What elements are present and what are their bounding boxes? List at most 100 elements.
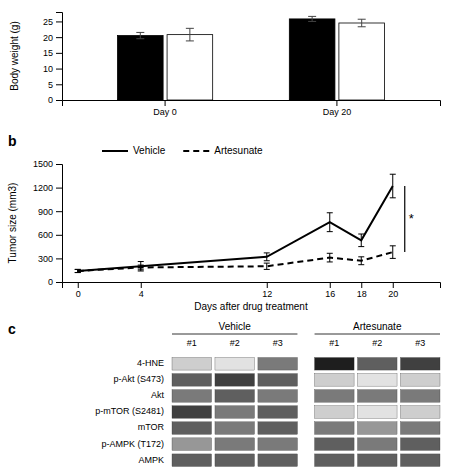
error-bar	[390, 246, 396, 259]
heatmap-cell	[400, 406, 440, 419]
heatmap-cell	[358, 358, 398, 371]
y-tick: 10	[43, 64, 62, 74]
x-tick-label: Day 0	[153, 107, 177, 117]
y-tick: 900	[38, 207, 62, 217]
heatmap-cell	[315, 438, 355, 451]
y-tick-mark	[56, 69, 62, 70]
x-tick: 16	[325, 282, 335, 299]
heatmap-cell	[258, 422, 298, 435]
error-bar	[327, 213, 333, 232]
heatmap-cell	[358, 454, 398, 467]
heatmap-cell	[215, 406, 255, 419]
error-bar	[358, 257, 364, 265]
error-bar-stem	[140, 32, 141, 38]
x-tick-label: 18	[357, 289, 367, 299]
x-tick-mark	[78, 282, 79, 288]
error-bar-cap	[138, 269, 144, 270]
bar	[339, 23, 385, 100]
heatmap-cell	[172, 454, 212, 467]
group-line	[315, 334, 440, 335]
y-tick-mark	[56, 211, 62, 212]
y-tick-label: 25	[43, 17, 53, 27]
heatmap-group: Artesunate#1#2#3	[315, 321, 440, 466]
heatmap-cell	[315, 454, 355, 467]
heatmap-panel: c4-HNEp-Akt (S473)Aktp-mTOR (S2481)mTORp…	[8, 321, 440, 466]
y-tick-mark	[56, 37, 62, 38]
x-tick: 0	[76, 282, 81, 299]
y-tick-label: 900	[38, 207, 53, 217]
error-bar-stem	[312, 16, 313, 21]
error-bar-stem	[392, 174, 393, 198]
error-bar-stem	[329, 213, 330, 232]
y-axis: 0510152025	[43, 13, 63, 106]
legend-label: Vehicle	[133, 145, 166, 156]
x-axis-line	[63, 101, 441, 107]
error-bar-cap	[264, 252, 270, 253]
heatmap-cell	[358, 438, 398, 451]
heatmap-cell	[258, 390, 298, 403]
x-axis: Day 0 Day 20	[63, 100, 441, 117]
error-bar	[138, 265, 144, 270]
y-tick-mark	[56, 84, 62, 85]
y-axis-line	[56, 13, 63, 101]
heatmap-cell	[358, 422, 398, 435]
heatmap-group: Vehicle#1#2#3	[172, 321, 297, 466]
error-bar	[186, 28, 194, 41]
error-bar-cap	[308, 16, 316, 17]
line	[78, 252, 393, 271]
y-tick-mark	[56, 188, 62, 189]
y-tick-mark	[56, 164, 62, 165]
annotation: *	[405, 186, 414, 252]
x-tick-label: 20	[388, 289, 398, 299]
heatmap-cell	[258, 374, 298, 387]
heatmap-cell	[358, 390, 398, 403]
error-bar-cap	[327, 212, 333, 213]
x-tick-label: 4	[139, 289, 144, 299]
row-label: p-mTOR (S2481)	[95, 406, 164, 416]
row-label: Akt	[151, 390, 165, 400]
heatmap-cell	[172, 358, 212, 371]
error-bar-cap	[75, 272, 81, 273]
y-tick-label: 300	[38, 254, 53, 264]
heatmap-cell	[172, 422, 212, 435]
error-bar-cap	[358, 246, 364, 247]
y-tick-label: 1200	[33, 183, 53, 193]
y-tick: 25	[43, 17, 62, 27]
error-bar-cap	[358, 256, 364, 257]
error-bar	[138, 262, 144, 271]
row-label: 4-HNE	[137, 358, 164, 368]
error-bar-stem	[392, 246, 393, 259]
heatmap-cell	[172, 406, 212, 419]
row-label: AMPK	[138, 455, 164, 465]
error-bar-stem	[361, 19, 362, 27]
error-bar-cap	[75, 269, 81, 270]
x-axis: 0412161820	[63, 282, 441, 299]
heatmap-cell	[400, 422, 440, 435]
y-tick-mark	[56, 258, 62, 259]
x-axis-line	[63, 283, 441, 289]
error-bar-cap	[138, 270, 144, 271]
error-bar-cap	[186, 40, 194, 41]
x-tick-label: Day 20	[323, 107, 352, 117]
y-tick-mark	[56, 53, 62, 54]
error-bar-cap	[390, 258, 396, 259]
x-tick-mark	[141, 282, 142, 288]
figure: Day 0Day 200510152025Body weight (g)b*04…	[0, 0, 474, 474]
y-tick: 20	[43, 33, 62, 43]
heatmap-cell	[358, 406, 398, 419]
x-tick-label: 16	[325, 289, 335, 299]
bar	[167, 35, 213, 100]
heatmap-cell	[258, 454, 298, 467]
column-label: #2	[372, 338, 382, 348]
plot-area	[75, 174, 396, 272]
column-label: #1	[329, 338, 339, 348]
x-tick-mark	[165, 100, 166, 106]
row-label: mTOR	[138, 422, 165, 432]
column-label: #2	[230, 338, 240, 348]
y-tick-mark	[56, 235, 62, 236]
group-label: Vehicle	[219, 321, 252, 332]
error-bar-cap	[136, 38, 144, 39]
column-label: #1	[187, 338, 197, 348]
heatmap-cell	[400, 358, 440, 371]
legend-item: Artesunate	[183, 145, 263, 156]
